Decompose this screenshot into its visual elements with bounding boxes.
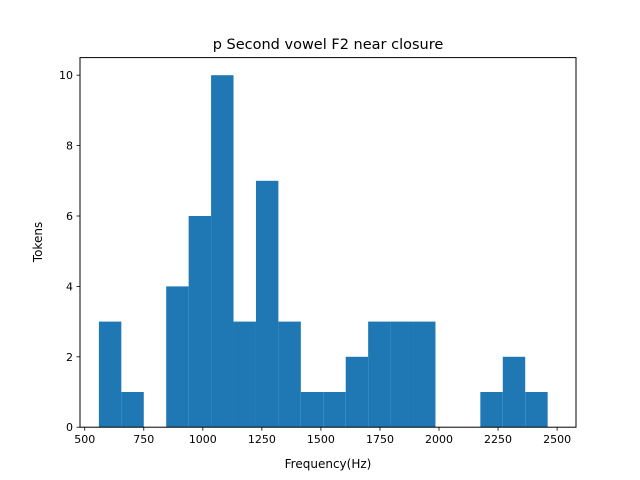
x-tick-label-2500: 2500 <box>543 433 571 446</box>
histogram-bar-18 <box>502 356 526 428</box>
y-tick-label-10: 10 <box>59 69 73 82</box>
x-axis-label: Frequency(Hz) <box>285 457 372 471</box>
histogram-bar-19 <box>525 392 548 428</box>
histogram-bar-11 <box>345 356 369 428</box>
x-axis-ticks: 500 750 1000 1250 1500 1750 2000 2250 2500 <box>74 427 571 446</box>
histogram-bar-12 <box>368 321 391 428</box>
y-axis-ticks: 0 2 4 6 8 10 <box>59 69 80 434</box>
x-tick-label-1500: 1500 <box>307 433 335 446</box>
histogram-bar-10 <box>323 392 346 428</box>
histogram-bar-8 <box>278 321 301 428</box>
histogram-bar-14 <box>413 321 436 428</box>
y-tick-label-4: 4 <box>66 280 73 293</box>
histogram-bar-3 <box>166 286 189 428</box>
histogram-bar-17 <box>480 392 503 428</box>
histogram-bar-9 <box>300 392 324 428</box>
histogram-bar-1 <box>121 392 144 428</box>
histogram-bar-13 <box>390 321 414 428</box>
histogram-bar-6 <box>233 321 256 428</box>
x-tick-label-1750: 1750 <box>366 433 394 446</box>
histogram-bar-4 <box>188 216 212 428</box>
y-axis-label: Tokens <box>31 222 45 263</box>
y-tick-label-2: 2 <box>66 351 73 364</box>
x-tick-label-1250: 1250 <box>248 433 276 446</box>
chart-title: p Second vowel F2 near closure <box>213 37 444 53</box>
histogram-bars <box>98 75 548 428</box>
x-tick-label-500: 500 <box>74 433 95 446</box>
histogram-bar-0 <box>98 321 122 428</box>
y-tick-label-0: 0 <box>66 421 73 434</box>
y-tick-label-6: 6 <box>66 210 73 223</box>
x-tick-label-2250: 2250 <box>484 433 512 446</box>
histogram-bar-7 <box>255 180 279 428</box>
x-tick-label-1000: 1000 <box>189 433 217 446</box>
y-tick-label-8: 8 <box>66 140 73 153</box>
plot-frame <box>79 57 577 428</box>
x-tick-label-2000: 2000 <box>425 433 453 446</box>
x-tick-label-750: 750 <box>133 433 154 446</box>
histogram-bar-5 <box>211 75 234 428</box>
